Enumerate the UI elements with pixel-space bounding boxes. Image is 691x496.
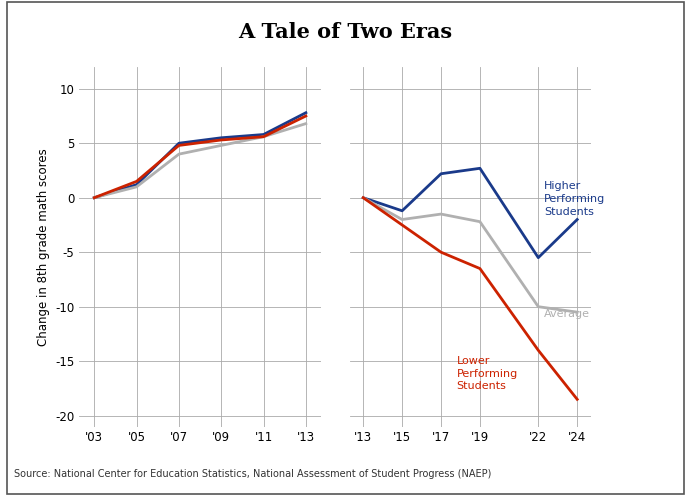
- Text: Source: National Center for Education Statistics, National Assessment of Student: Source: National Center for Education St…: [14, 469, 491, 479]
- Text: Higher
Performing
Students: Higher Performing Students: [544, 182, 605, 217]
- Text: A Tale of Two Eras: A Tale of Two Eras: [238, 22, 453, 42]
- Text: Average: Average: [544, 309, 590, 319]
- Y-axis label: Change in 8th grade math scores: Change in 8th grade math scores: [37, 148, 50, 346]
- Text: Lower
Performing
Students: Lower Performing Students: [457, 356, 518, 391]
